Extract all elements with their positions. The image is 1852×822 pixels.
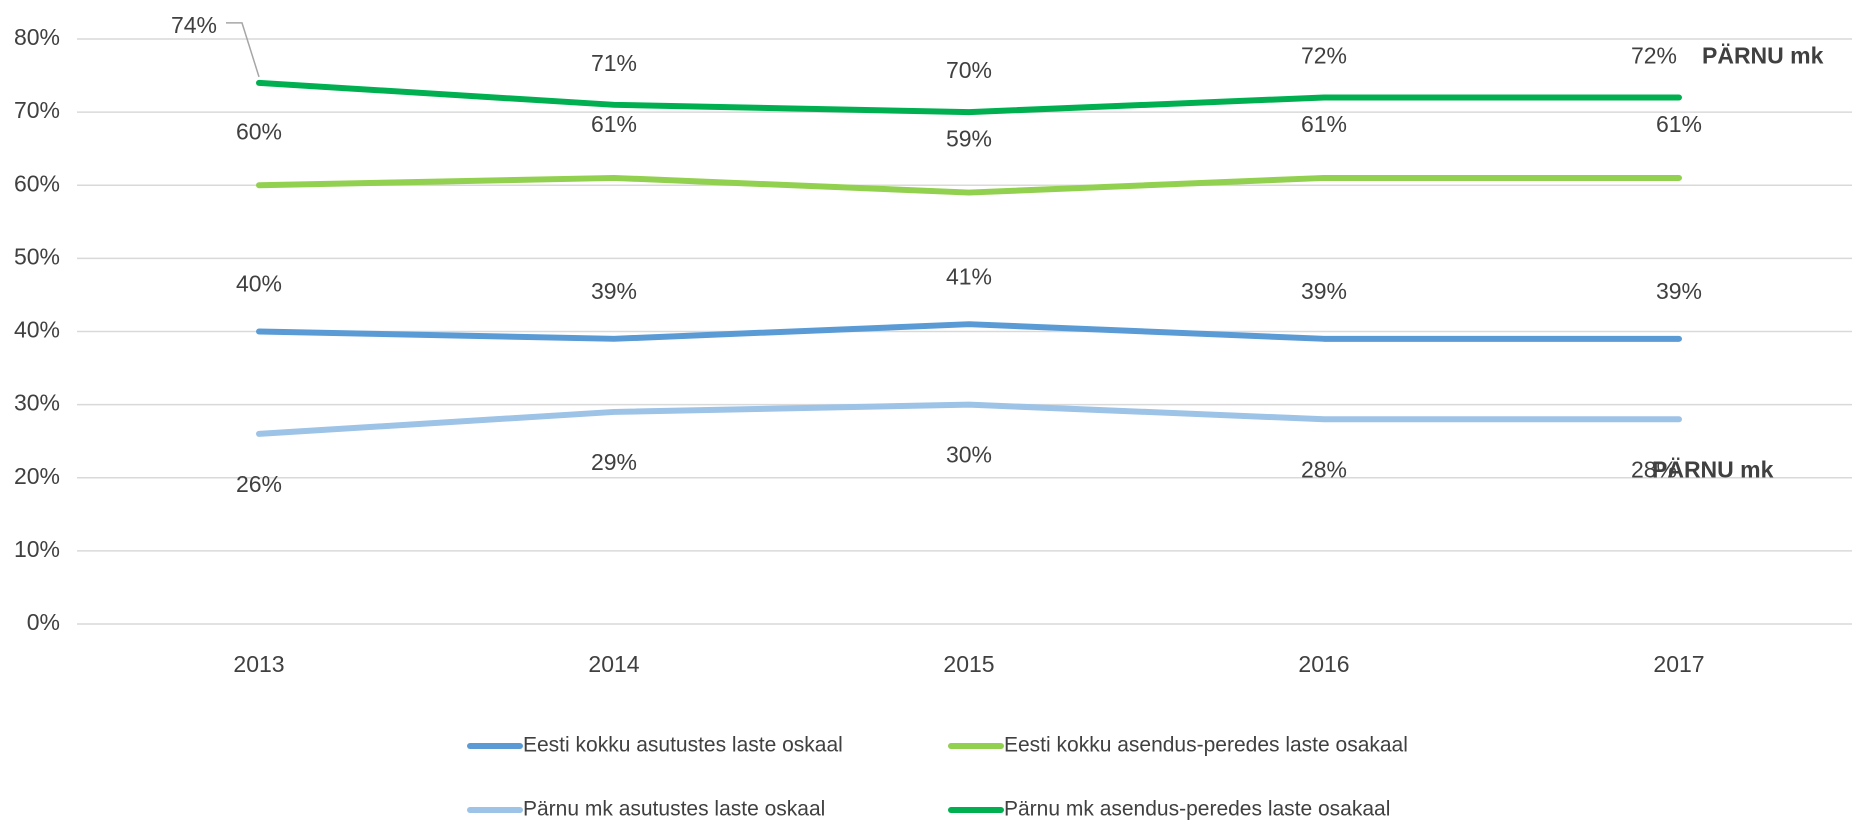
leader-line bbox=[226, 22, 260, 78]
data-label: 28% bbox=[1301, 456, 1347, 482]
y-tick-label: 70% bbox=[14, 97, 60, 123]
series-line bbox=[256, 79, 1682, 116]
data-label: 39% bbox=[1656, 278, 1702, 304]
legend-label: Eesti kokku asendus-peredes laste osakaa… bbox=[1004, 734, 1408, 757]
legend-label: Eesti kokku asutustes laste oskaal bbox=[523, 734, 843, 757]
y-tick-label: 50% bbox=[14, 243, 60, 269]
y-tick-label: 60% bbox=[14, 170, 60, 196]
data-label: 61% bbox=[1656, 111, 1702, 137]
series-line bbox=[256, 321, 1682, 342]
annotation: PÄRNU mk bbox=[1702, 43, 1824, 69]
y-tick-label: 40% bbox=[14, 317, 60, 343]
data-label: 40% bbox=[236, 271, 282, 297]
data-label: 29% bbox=[591, 449, 637, 475]
x-tick-label: 2017 bbox=[1653, 651, 1704, 677]
legend-label: Pärnu mk asendus-peredes laste osakaal bbox=[1004, 798, 1390, 821]
x-tick-label: 2016 bbox=[1298, 651, 1349, 677]
y-tick-label: 10% bbox=[14, 536, 60, 562]
x-tick-label: 2015 bbox=[943, 651, 994, 677]
data-label: 72% bbox=[1631, 43, 1677, 69]
data-label: 71% bbox=[591, 50, 637, 76]
y-tick-label: 30% bbox=[14, 390, 60, 416]
data-label: 61% bbox=[591, 111, 637, 137]
legend-label: Pärnu mk asutustes laste oskaal bbox=[523, 798, 825, 821]
data-label: 61% bbox=[1301, 111, 1347, 137]
data-label: 72% bbox=[1301, 43, 1347, 69]
y-tick-label: 0% bbox=[27, 609, 60, 635]
data-label: 59% bbox=[946, 126, 992, 152]
series-line bbox=[256, 401, 1682, 437]
data-label: 28% bbox=[1631, 456, 1677, 482]
data-label: 26% bbox=[236, 471, 282, 497]
data-label: 39% bbox=[1301, 278, 1347, 304]
x-tick-label: 2013 bbox=[233, 651, 284, 677]
data-label: 60% bbox=[236, 118, 282, 144]
data-label: 74% bbox=[171, 12, 217, 38]
y-tick-label: 80% bbox=[14, 24, 60, 50]
annotation: PÄRNU mk bbox=[1652, 456, 1774, 482]
series-line bbox=[256, 174, 1682, 196]
data-label: 70% bbox=[946, 57, 992, 83]
data-label: 41% bbox=[946, 263, 992, 289]
x-tick-label: 2014 bbox=[588, 651, 639, 677]
data-label: 39% bbox=[591, 278, 637, 304]
y-tick-label: 20% bbox=[14, 463, 60, 489]
data-label: 30% bbox=[946, 442, 992, 468]
